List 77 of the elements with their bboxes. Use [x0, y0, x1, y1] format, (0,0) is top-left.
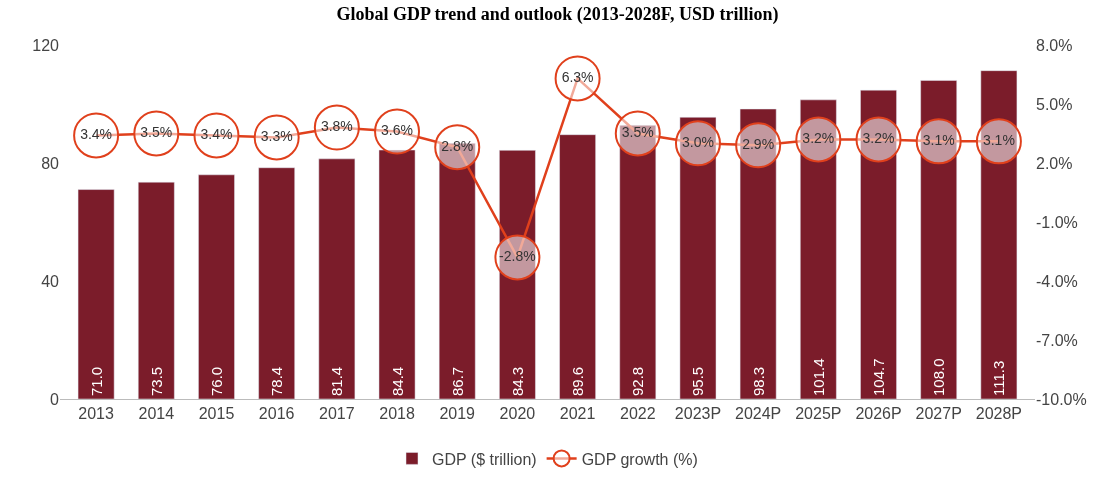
x-tick-label: 2019 — [439, 405, 476, 423]
y-tick-label: 120 — [32, 36, 60, 54]
x-tick-label: 2025P — [795, 405, 842, 423]
x-tick-label: 2024P — [735, 405, 782, 423]
data-label: 3.5% — [140, 124, 173, 140]
bar — [378, 149, 416, 399]
bar — [920, 80, 958, 399]
data-label: 2.9% — [742, 135, 775, 152]
y2-tick-label: -7.0% — [1036, 331, 1078, 349]
data-label: 6.3% — [561, 68, 594, 85]
data-label: 3.4% — [80, 125, 113, 142]
y-tick-label: 40 — [41, 272, 60, 290]
legend-label: GDP growth (%) — [581, 450, 698, 468]
data-label: 78.4 — [268, 366, 286, 396]
x-tick-label: 2017 — [319, 405, 355, 423]
y2-tick-label: 8.0% — [1036, 36, 1073, 54]
bar — [137, 181, 175, 399]
data-label: 98.3 — [749, 366, 767, 396]
x-tick-label: 2018 — [379, 405, 415, 423]
data-label: 81.4 — [328, 366, 346, 396]
y2-tick-label: 2.0% — [1036, 154, 1073, 172]
bar — [619, 124, 657, 399]
data-label: 95.5 — [689, 366, 707, 396]
legend-label: GDP ($ trillion) — [432, 450, 537, 468]
bar — [739, 108, 777, 399]
bar — [198, 174, 235, 399]
data-label: 104.7 — [870, 358, 888, 396]
data-label: 76.0 — [207, 366, 225, 396]
data-label: 84.4 — [388, 366, 406, 396]
bar — [860, 89, 897, 399]
y-tick-label: 80 — [41, 154, 60, 172]
x-tick-label: 2026P — [855, 405, 902, 423]
bar — [77, 189, 115, 399]
data-label: -2.8% — [499, 247, 536, 264]
data-label: 3.3% — [260, 127, 293, 144]
bar — [499, 150, 536, 399]
data-label: 86.7 — [448, 366, 466, 396]
x-tick-label: 2016 — [258, 405, 295, 423]
y-tick-label: 0 — [50, 390, 60, 408]
bar — [679, 117, 717, 399]
data-label: 3.6% — [381, 122, 413, 139]
x-tick-label: 2022 — [619, 405, 656, 423]
data-label: 3.1% — [922, 131, 955, 148]
bar — [318, 158, 356, 399]
bar — [559, 134, 596, 399]
x-tick-label: 2020 — [499, 405, 536, 423]
data-label: 3.5% — [621, 124, 654, 140]
x-tick-label: 2014 — [138, 405, 175, 423]
x-tick-label: 2021 — [559, 405, 596, 423]
bar — [258, 167, 295, 399]
y2-tick-label: 5.0% — [1036, 95, 1073, 113]
data-label: 111.3 — [990, 360, 1008, 396]
x-tick-label: 2028P — [975, 405, 1023, 423]
x-tick-label: 2015 — [198, 405, 235, 423]
data-label: 3.1% — [982, 131, 1015, 148]
data-label: 3.8% — [320, 118, 353, 135]
data-label: 71.0 — [87, 366, 105, 396]
data-label: 84.3 — [508, 366, 526, 396]
data-label: 73.5 — [147, 366, 165, 396]
chart-title: Global GDP trend and outlook (2013-2028F, USD trillion) — [336, 3, 779, 25]
y2-tick-label: -10.0% — [1036, 390, 1087, 408]
y2-tick-label: -4.0% — [1036, 272, 1078, 290]
data-label: 108.0 — [930, 358, 948, 396]
data-label: 3.2% — [802, 129, 835, 146]
bar — [800, 99, 837, 399]
data-label: 3.2% — [862, 129, 895, 146]
bar — [438, 142, 476, 399]
x-tick-label: 2013 — [78, 405, 115, 423]
data-label: 3.0% — [682, 133, 714, 150]
data-label: 92.8 — [629, 366, 647, 396]
data-label: 3.4% — [200, 125, 233, 142]
data-label: 89.6 — [569, 366, 587, 396]
x-tick-label: 2023P — [674, 405, 722, 423]
data-label: 101.4 — [809, 358, 827, 396]
x-tick-label: 2027P — [915, 405, 962, 423]
y2-tick-label: -1.0% — [1036, 213, 1078, 231]
bar — [980, 70, 1018, 399]
